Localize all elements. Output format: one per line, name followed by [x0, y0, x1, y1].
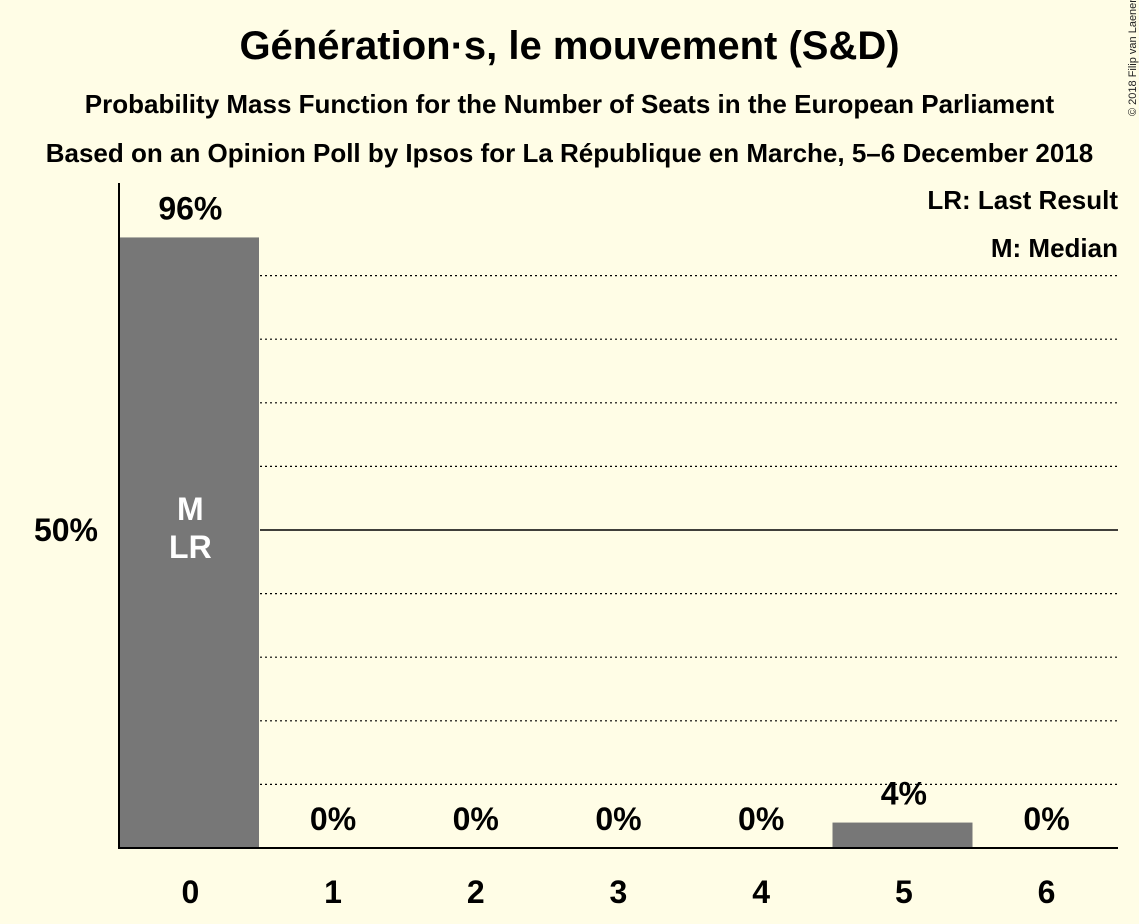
bar: [832, 822, 973, 848]
y-tick-label: 50%: [34, 512, 98, 548]
data-label: 0%: [1023, 801, 1069, 837]
data-label: 96%: [158, 190, 222, 226]
median-marker: M: [177, 491, 204, 527]
x-tick-label: 2: [467, 874, 485, 910]
chart-subtitle: Probability Mass Function for the Number…: [84, 89, 1055, 119]
x-tick-label: 3: [610, 874, 628, 910]
data-label: 0%: [738, 801, 784, 837]
legend-median: M: Median: [991, 233, 1118, 263]
data-label: 0%: [310, 801, 356, 837]
x-tick-label: 6: [1038, 874, 1056, 910]
chart-source: Based on an Opinion Poll by Ipsos for La…: [45, 138, 1094, 168]
x-tick-label: 1: [324, 874, 342, 910]
data-label: 4%: [881, 776, 927, 812]
bars: [119, 237, 973, 848]
chart-title: Génération·s, le mouvement (S&D): [239, 24, 900, 68]
x-tick-label: 0: [181, 874, 199, 910]
bar: [119, 237, 259, 848]
last-result-marker: LR: [169, 529, 212, 565]
legend-last-result: LR: Last Result: [927, 185, 1118, 215]
data-label: 0%: [595, 801, 641, 837]
data-label: 0%: [453, 801, 499, 837]
x-tick-label: 5: [895, 874, 913, 910]
gridlines: [260, 275, 1118, 786]
axes: [118, 183, 1118, 849]
x-tick-label: 4: [752, 874, 770, 910]
